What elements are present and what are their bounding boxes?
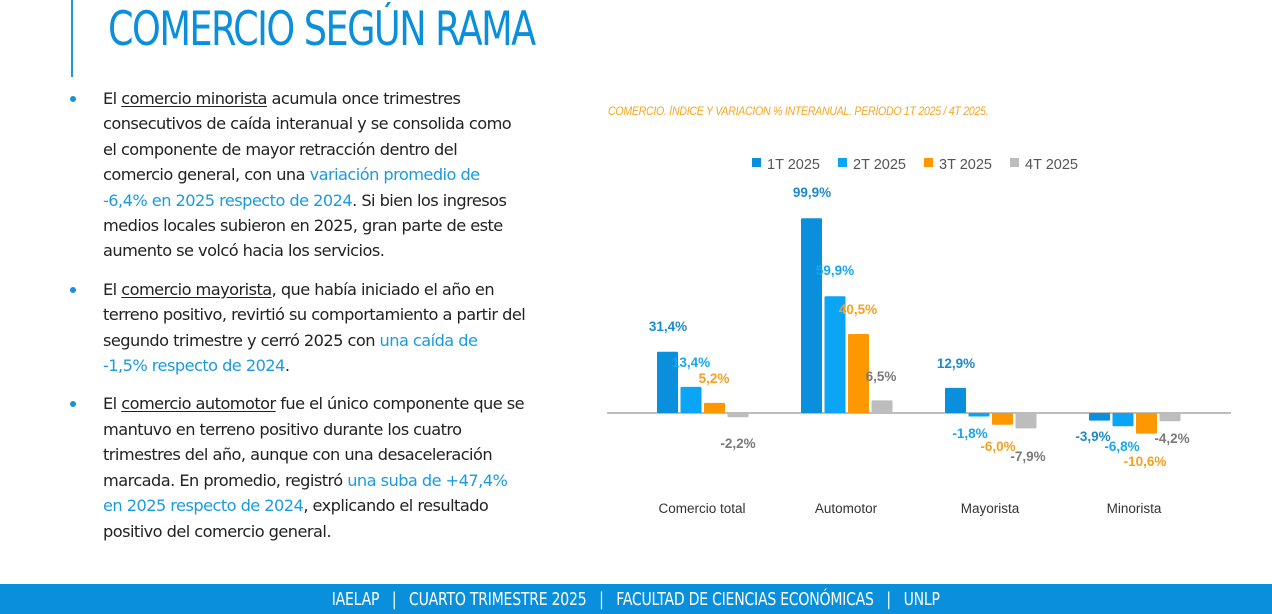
data-label: 31,4% [649,319,687,334]
bullet-icon [70,96,76,102]
chart-title: COMERCIO. ÍNDICE Y VARIACIÓN % INTERANUA… [608,106,989,118]
data-label: -6,8% [1104,439,1139,454]
title-accent-bar [71,0,73,77]
legend-label: 3T 2025 [939,157,992,173]
data-label: 6,5% [866,369,897,384]
footer-text: IAELAP | CUARTO TRIMESTRE 2025 | FACULTA… [331,588,940,610]
bar-1t-2025-0 [657,351,678,413]
bar-2t-2025-0 [680,386,702,413]
bullet-icon [70,286,76,293]
bar-1t-2025-2 [945,387,966,413]
highlight-text: una suba de +47,4% en 2025 respecto de 2… [103,470,508,516]
footer-bar: IAELAP | CUARTO TRIMESTRE 2025 | FACULTA… [0,584,1272,614]
data-label: -3,9% [1075,429,1110,444]
bar-4t-2025-3 [1159,413,1181,422]
bullet-automotor: El comercio automotor fue el único compo… [66,391,526,543]
data-label: -6,0% [980,439,1015,454]
bar-3t-2025-2 [992,413,1013,425]
underlined-term: comercio mayorista [121,279,272,299]
bar-3t-2025-0 [704,402,725,413]
bullet-minorista: El comercio minorista acumula once trime… [66,86,526,264]
legend-swatch [838,158,847,167]
data-label: -7,9% [1010,449,1045,464]
bullet-list: El comercio minorista acumula once trime… [66,86,526,557]
highlight-text: variación promedio de -6,4% en 2025 resp… [103,165,480,210]
data-label: 99,9% [793,185,831,200]
underlined-term: comercio minorista [121,89,267,108]
bar-3t-2025-1 [848,334,869,413]
data-label: 5,2% [699,371,730,386]
bar-chart: 31,4% 99,9% 12,9% -3,9% 13,4% 59,9% -1,8% -6,8%… [607,157,1231,516]
category-label: Minorista [1107,501,1162,516]
underlined-term: comercio automotor [121,394,276,414]
bullet-icon [70,401,76,408]
bar-2t-2025-3 [1112,413,1134,427]
category-label: Mayorista [961,501,1020,516]
data-label: -4,2% [1154,431,1189,446]
bar-2t-2025-2 [968,413,990,417]
highlight-text: una caída de -1,5% respecto de 2024 [103,330,478,376]
category-label: Comercio total [658,501,745,516]
data-label: -2,2% [720,436,755,451]
legend-label: 1T 2025 [767,157,820,173]
data-label: 12,9% [937,356,975,371]
legend-label: 4T 2025 [1025,157,1078,173]
legend-swatch [1010,158,1019,167]
bar-2t-2025-1 [824,296,846,413]
bar-4t-2025-0 [727,413,749,418]
category-label: Automotor [815,501,878,516]
data-label: 59,9% [816,263,854,278]
legend-swatch [924,158,933,167]
bar-1t-2025-3 [1089,413,1110,421]
legend-swatch [752,158,761,167]
bullet-mayorista: El comercio mayorista, que había iniciad… [66,277,526,379]
bar-3t-2025-3 [1136,413,1157,434]
data-label: -1,8% [952,426,987,441]
data-label: 13,4% [672,355,710,370]
legend-label: 2T 2025 [853,157,906,173]
bar-4t-2025-1 [871,400,893,413]
bar-1t-2025-1 [801,218,822,413]
data-label: 40,5% [839,302,877,317]
bar-4t-2025-2 [1015,413,1037,429]
page-title: COMERCIO SEGÚN RAMA [108,2,536,57]
data-label: -10,6% [1124,454,1167,469]
